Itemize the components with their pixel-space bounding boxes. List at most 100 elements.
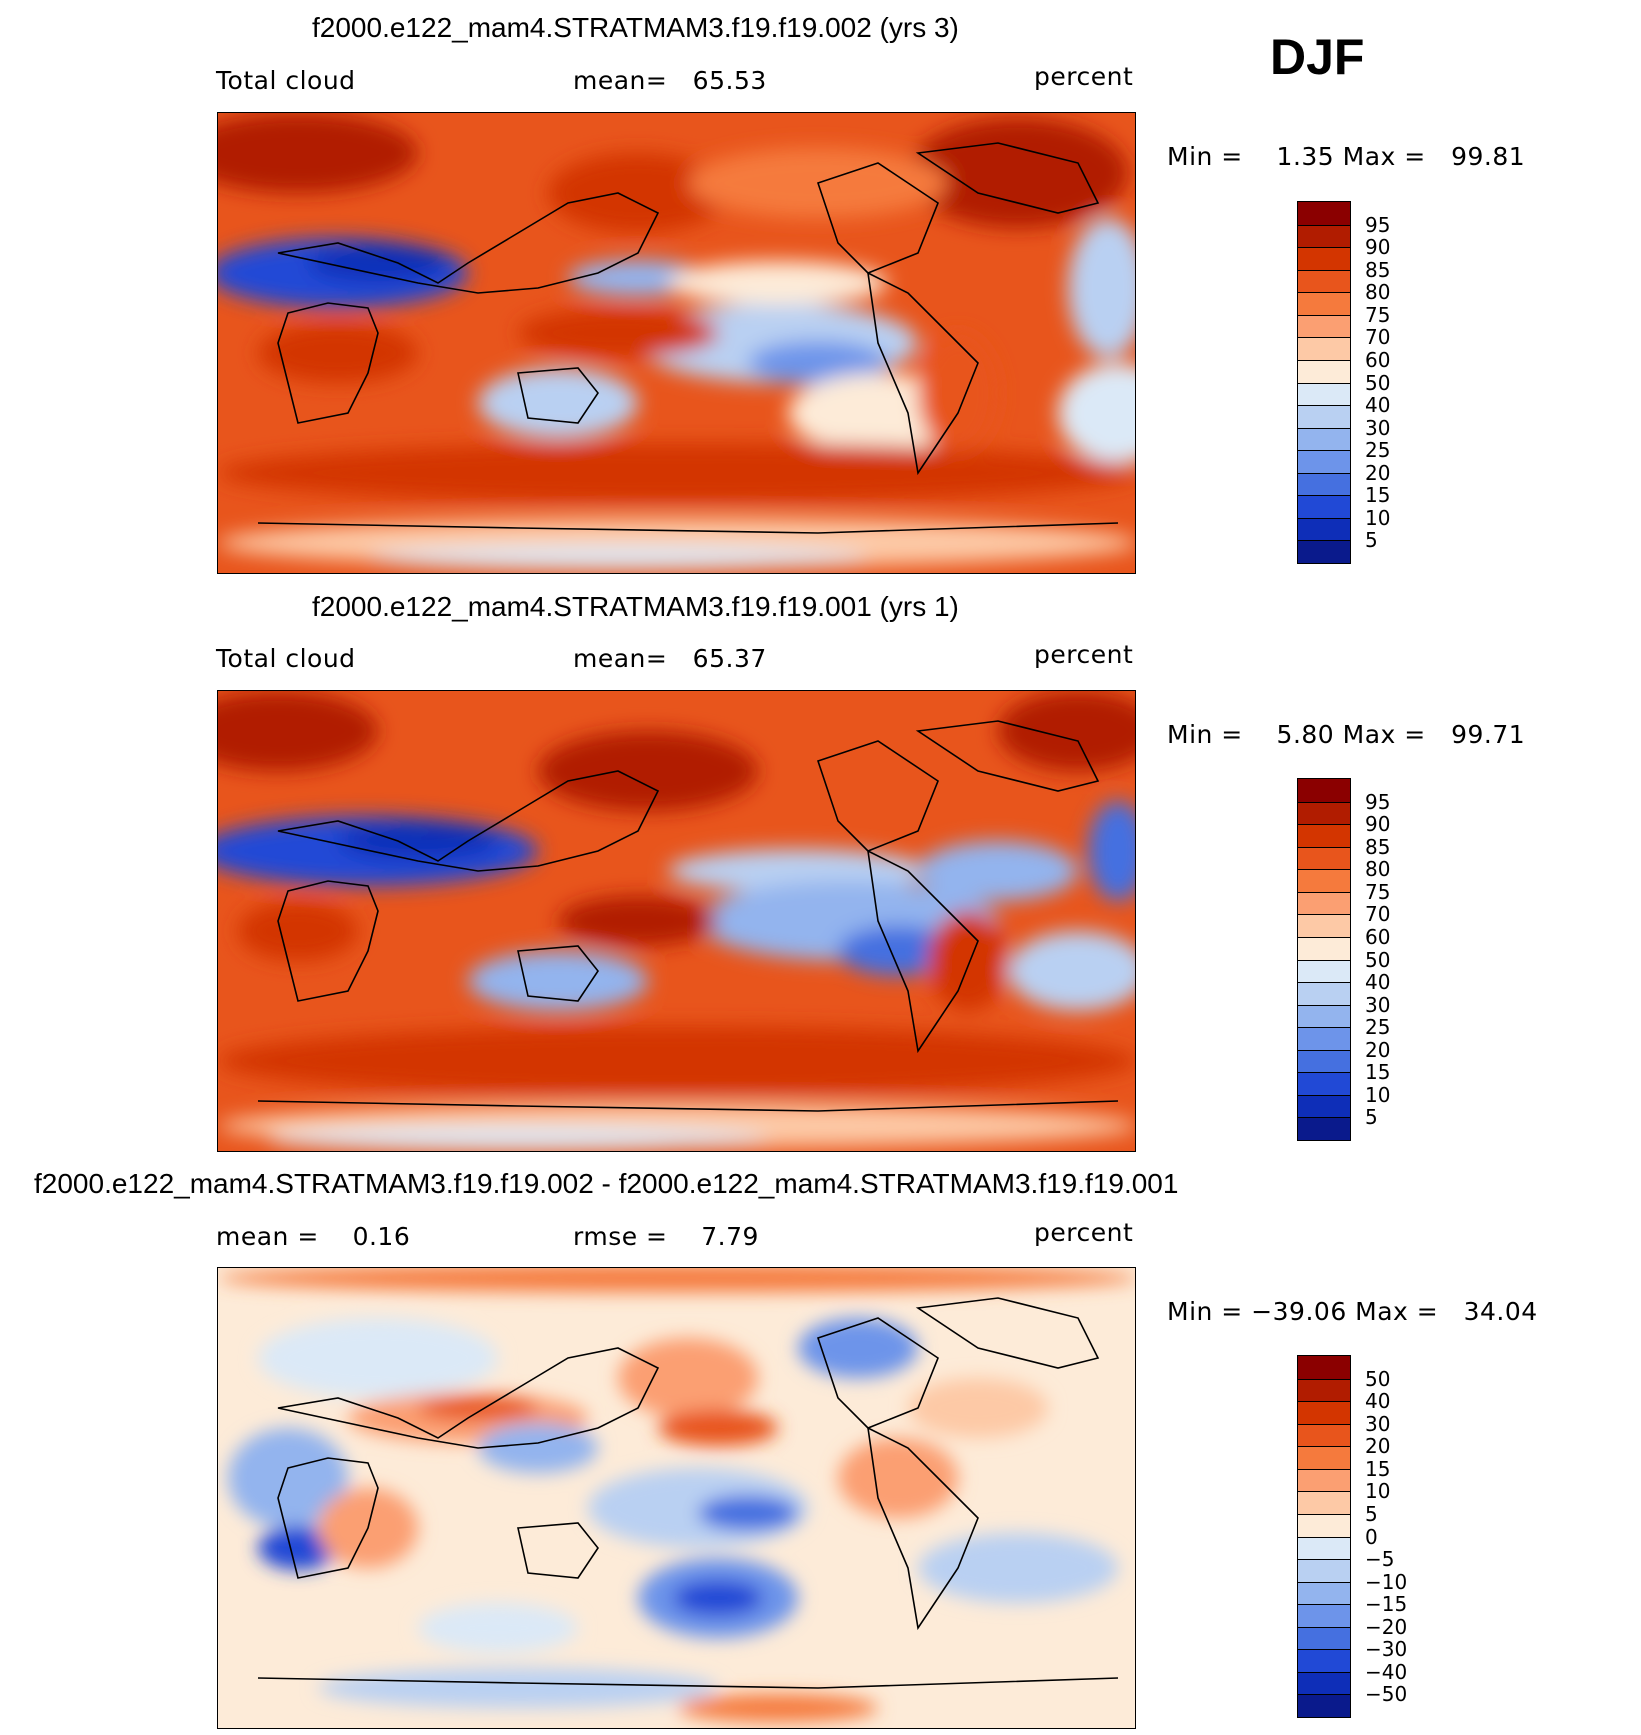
colorbar-tick-label: 30 <box>1365 992 1391 1017</box>
colorbar-tick-label: −50 <box>1365 1682 1408 1707</box>
colorbar-swatch <box>1298 824 1350 847</box>
panel-3-rmse: rmse = 7.79 <box>573 1222 759 1251</box>
colorbar-swatch <box>1298 1027 1350 1050</box>
panel-2-stats: Min = 5.80 Max = 99.71 <box>1167 720 1526 749</box>
colorbar-tick-label: 50 <box>1365 947 1391 972</box>
colorbar-swatch <box>1298 1004 1350 1028</box>
colorbar-swatch <box>1298 959 1350 983</box>
colorbar-swatch <box>1298 982 1350 1005</box>
panel-3-mean: mean = 0.16 <box>216 1222 411 1251</box>
colorbar-tick-label: 60 <box>1365 924 1391 949</box>
colorbar-tick-label: 5 <box>1365 1105 1378 1130</box>
season-label: DJF <box>1270 29 1365 85</box>
colorbar-swatch <box>1298 1468 1350 1492</box>
panel-1-colorbar <box>1297 201 1351 564</box>
colorbar-tick-label: 40 <box>1365 1389 1391 1414</box>
panel-3-map <box>217 1267 1136 1729</box>
colorbar-swatch <box>1298 801 1350 825</box>
colorbar-tick-label: 80 <box>1365 857 1391 882</box>
colorbar-swatch <box>1298 1581 1350 1605</box>
colorbar-tick-label: 10 <box>1365 505 1391 530</box>
colorbar-tick-label: 85 <box>1365 257 1391 282</box>
colorbar-swatch <box>1298 1094 1350 1118</box>
colorbar-tick-label: −5 <box>1365 1547 1395 1572</box>
colorbar-tick-label: 20 <box>1365 1434 1391 1459</box>
colorbar-tick-label: 70 <box>1365 902 1391 927</box>
colorbar-tick-label: 15 <box>1365 1060 1391 1085</box>
panel-3-title: f2000.e122_mam4.STRATMAM3.f19.f19.002 - … <box>34 1168 1179 1199</box>
panel-1-map <box>217 112 1136 574</box>
panel-2-units: percent <box>1034 640 1134 669</box>
colorbar-tick-label: 90 <box>1365 235 1391 260</box>
colorbar-swatch <box>1298 472 1350 496</box>
colorbar-tick-label: −20 <box>1365 1614 1408 1639</box>
colorbar-tick-label: −30 <box>1365 1637 1408 1662</box>
colorbar-swatch <box>1298 359 1350 383</box>
colorbar-tick-label: 30 <box>1365 1411 1391 1436</box>
panel-1-units: percent <box>1034 62 1134 91</box>
colorbar-swatch <box>1298 1117 1350 1140</box>
colorbar-swatch <box>1298 427 1350 451</box>
colorbar-swatch <box>1298 779 1350 802</box>
panel-1-mean: mean= 65.53 <box>573 66 767 95</box>
colorbar-swatch <box>1298 405 1350 428</box>
colorbar-tick-label: 20 <box>1365 1037 1391 1062</box>
colorbar-swatch <box>1298 495 1350 518</box>
colorbar-swatch <box>1298 1626 1350 1650</box>
colorbar-tick-label: 50 <box>1365 370 1391 395</box>
panel-2-mean: mean= 65.37 <box>573 644 767 673</box>
colorbar-swatch <box>1298 1604 1350 1627</box>
colorbar-swatch <box>1298 382 1350 406</box>
colorbar-swatch <box>1298 936 1350 960</box>
colorbar-swatch <box>1298 269 1350 293</box>
colorbar-swatch <box>1298 224 1350 248</box>
panel-3-colorbar <box>1297 1355 1351 1718</box>
panel-3-stats: Min = −39.06 Max = 34.04 <box>1167 1297 1538 1326</box>
panel-2-variable: Total cloud <box>216 644 356 673</box>
colorbar-tick-label: 50 <box>1365 1366 1391 1391</box>
colorbar-swatch <box>1298 1536 1350 1560</box>
colorbar-tick-label: 60 <box>1365 347 1391 372</box>
colorbar-tick-label: 5 <box>1365 1501 1378 1526</box>
colorbar-tick-label: 5 <box>1365 528 1378 553</box>
panel-2-map <box>217 690 1136 1152</box>
colorbar-swatch <box>1298 914 1350 937</box>
colorbar-swatch <box>1298 1072 1350 1095</box>
colorbar-tick-label: 85 <box>1365 834 1391 859</box>
colorbar-tick-label: 0 <box>1365 1524 1378 1549</box>
colorbar-tick-label: 30 <box>1365 415 1391 440</box>
panel-1-variable: Total cloud <box>216 66 356 95</box>
panel-1-stats: Min = 1.35 Max = 99.81 <box>1167 142 1526 171</box>
colorbar-tick-label: 95 <box>1365 212 1391 237</box>
panel-2-colorbar <box>1297 778 1351 1141</box>
colorbar-swatch <box>1298 292 1350 315</box>
colorbar-tick-label: 40 <box>1365 393 1391 418</box>
colorbar-swatch <box>1298 1513 1350 1537</box>
panel-2-title: f2000.e122_mam4.STRATMAM3.f19.f19.001 (y… <box>312 591 959 622</box>
colorbar-tick-label: −40 <box>1365 1659 1408 1684</box>
colorbar-swatch <box>1298 450 1350 473</box>
colorbar-tick-label: 40 <box>1365 970 1391 995</box>
colorbar-tick-label: 75 <box>1365 302 1391 327</box>
colorbar-tick-label: 80 <box>1365 280 1391 305</box>
colorbar-swatch <box>1298 846 1350 870</box>
panel-3-units: percent <box>1034 1218 1134 1247</box>
colorbar-swatch <box>1298 1649 1350 1672</box>
colorbar-tick-label: 25 <box>1365 438 1391 463</box>
colorbar-tick-label: 15 <box>1365 483 1391 508</box>
colorbar-swatch <box>1298 1356 1350 1379</box>
colorbar-tick-label: 15 <box>1365 1456 1391 1481</box>
colorbar-tick-label: 90 <box>1365 812 1391 837</box>
colorbar-tick-label: −15 <box>1365 1592 1408 1617</box>
colorbar-swatch <box>1298 891 1350 915</box>
colorbar-swatch <box>1298 1671 1350 1695</box>
colorbar-swatch <box>1298 1378 1350 1402</box>
panel-1-title: f2000.e122_mam4.STRATMAM3.f19.f19.002 (y… <box>312 12 959 43</box>
colorbar-swatch <box>1298 1401 1350 1424</box>
colorbar-tick-label: 25 <box>1365 1015 1391 1040</box>
colorbar-tick-label: 70 <box>1365 325 1391 350</box>
colorbar-swatch <box>1298 314 1350 338</box>
colorbar-swatch <box>1298 202 1350 225</box>
colorbar-swatch <box>1298 337 1350 360</box>
colorbar-tick-label: 10 <box>1365 1479 1391 1504</box>
